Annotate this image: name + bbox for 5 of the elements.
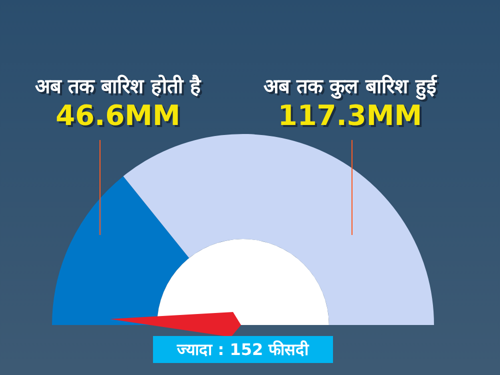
slice-label: अब तक बारिश होती है [34,73,202,99]
slice-label: अब तक कुल बारिश हुई [262,73,438,99]
data-label: 46.6MM [54,99,182,132]
text: ज्यादा : 152 फीसदी [153,336,333,363]
data-label: 117.3MM [276,99,422,132]
